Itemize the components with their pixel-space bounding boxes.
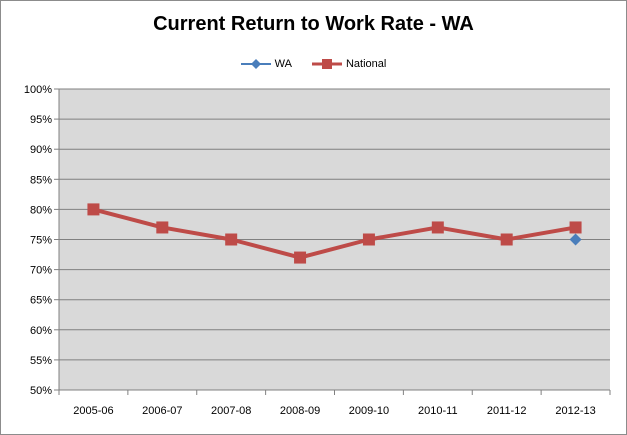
y-tick-label-65: 65% (30, 295, 52, 307)
point-wa-2012-13 (569, 233, 582, 246)
point-national-2006-07 (156, 221, 169, 234)
y-tick-label-70: 70% (30, 265, 52, 277)
x-tick-label-2006-07: 2006-07 (142, 405, 182, 417)
point-national-2010-11 (431, 221, 444, 234)
y-tick-label-90: 90% (30, 144, 52, 156)
y-tick-label-60: 60% (30, 325, 52, 337)
y-tick-label-50: 50% (30, 385, 52, 397)
point-national-2008-09 (294, 251, 307, 264)
x-tick-label-2008-09: 2008-09 (280, 405, 320, 417)
y-tick-label-55: 55% (30, 355, 52, 367)
x-tick-label-2011-12: 2011-12 (487, 405, 527, 417)
legend-label-national: National (345, 58, 387, 70)
point-national-2009-10 (362, 233, 375, 246)
point-national-2007-08 (225, 233, 238, 246)
point-national-2011-12 (500, 233, 513, 246)
x-tick-label-2012-13: 2012-13 (555, 405, 595, 417)
legend-marker-wa (240, 59, 271, 69)
x-tick-label-2009-10: 2009-10 (349, 405, 389, 417)
x-tick-label-2005-06: 2005-06 (73, 405, 113, 417)
legend-marker-national (311, 59, 342, 69)
y-tick-label-95: 95% (30, 114, 52, 126)
y-tick-label-100: 100% (24, 84, 52, 96)
x-tick-label-2007-08: 2007-08 (211, 405, 251, 417)
x-tick-label-2010-11: 2010-11 (418, 405, 458, 417)
legend-entry-national: National (311, 58, 387, 70)
legend-label-wa: WA (274, 58, 292, 70)
legend: WA National (1, 56, 626, 72)
y-tick-label-85: 85% (30, 174, 52, 186)
point-national-2012-13 (569, 221, 582, 234)
point-national-2005-06 (87, 203, 100, 216)
chart-title: Current Return to Work Rate - WA (153, 13, 474, 35)
y-tick-label-80: 80% (30, 204, 52, 216)
legend-entry-wa: WA (240, 58, 292, 70)
series-line-national (92, 207, 576, 260)
y-tick-label-75: 75% (30, 235, 52, 247)
